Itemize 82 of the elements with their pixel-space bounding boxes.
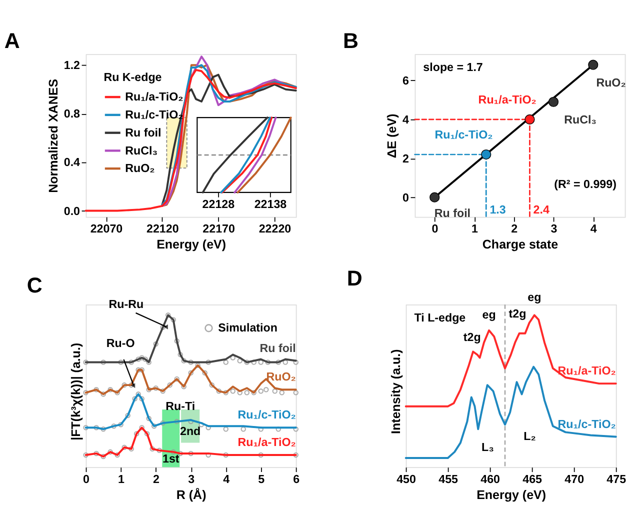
band-label: 1st bbox=[162, 452, 180, 466]
y-tick-label: 0.4 bbox=[64, 156, 81, 170]
x-tick-label: 455 bbox=[438, 472, 459, 486]
x-tick-label: 4 bbox=[223, 472, 230, 486]
series-label: Ru foil bbox=[260, 342, 296, 355]
band-label: 2nd bbox=[180, 424, 201, 438]
annotation: Ru-O bbox=[106, 336, 135, 350]
x-axis-title: R (Å) bbox=[176, 486, 206, 502]
x-tick-label: 22170 bbox=[202, 222, 235, 236]
chart-title: B bbox=[343, 28, 359, 53]
x-tick-label: 3 bbox=[550, 222, 558, 236]
legend-label: RuO₂ bbox=[125, 162, 155, 176]
x-axis-title: Energy (eV) bbox=[156, 238, 226, 252]
series-label: RuCl₃ bbox=[564, 113, 597, 126]
legend-label: Ru foil bbox=[125, 126, 162, 140]
series-label: RuO₂ bbox=[266, 370, 296, 384]
y-tick-label: 6 bbox=[402, 74, 410, 88]
x-tick-label: 4 bbox=[590, 222, 598, 236]
x-tick-label: 0 bbox=[83, 472, 90, 486]
legend-label: Ru₁/a-TiO₂ bbox=[125, 90, 184, 104]
series-label: Ru foil bbox=[434, 207, 471, 220]
x-tick-label: 22120 bbox=[146, 222, 179, 236]
legend-title: Ru K-edge bbox=[104, 70, 162, 84]
x-tick-label: 2 bbox=[153, 472, 160, 486]
x-tick-label: 22128 bbox=[202, 198, 236, 212]
x-tick-label: 0 bbox=[432, 222, 438, 236]
annotation: Ru-Ti bbox=[166, 400, 196, 413]
series-label: RuO₂ bbox=[596, 76, 626, 90]
annotation: t2g bbox=[508, 307, 526, 320]
annotation: 2.4 bbox=[533, 203, 550, 216]
series-label: Ru₁/a-TiO₂ bbox=[558, 364, 616, 378]
annotation: Ti L-edge bbox=[414, 312, 466, 325]
x-tick-label: 22070 bbox=[90, 222, 123, 236]
x-tick-label: 5 bbox=[258, 472, 266, 486]
legend-label: RuCl₃ bbox=[125, 144, 158, 158]
y-tick-label: 0.8 bbox=[64, 108, 81, 121]
annotation: eg bbox=[482, 308, 496, 322]
chart-title: D bbox=[346, 266, 362, 291]
point bbox=[524, 114, 535, 124]
point bbox=[548, 96, 559, 107]
series-label: Ru₁/c-TiO₂ bbox=[558, 418, 616, 431]
annotation: eg bbox=[528, 290, 542, 304]
chart-title: C bbox=[26, 274, 42, 298]
point bbox=[430, 192, 440, 202]
line-series bbox=[84, 68, 297, 212]
series-label: Ru₁/a-TiO₂ bbox=[478, 93, 536, 106]
y-axis-title: |FT(k³χ(k))| (a.u.) bbox=[69, 342, 84, 440]
annotation: L₃ bbox=[482, 441, 494, 454]
x-tick-label: 6 bbox=[293, 472, 300, 486]
y-axis-title: Intensity (a.u.) bbox=[389, 349, 404, 434]
annotation: (R² = 0.999) bbox=[554, 178, 617, 192]
x-tick-label: 3 bbox=[188, 472, 196, 486]
x-tick-label: 1 bbox=[118, 472, 126, 486]
point bbox=[481, 149, 492, 160]
series-label: Ru₁/a-TiO₂ bbox=[238, 436, 296, 450]
x-tick-label: 450 bbox=[396, 472, 416, 486]
x-tick-label: 470 bbox=[564, 472, 584, 486]
annotation: t2g bbox=[463, 330, 481, 344]
annotation: 1.3 bbox=[490, 203, 506, 216]
annotation: slope = 1.7 bbox=[423, 61, 483, 74]
y-tick-label: 0.0 bbox=[64, 204, 80, 218]
x-axis-title: Energy (eV) bbox=[476, 488, 546, 502]
y-tick-label: 1.2 bbox=[64, 59, 80, 72]
x-axis-title: Charge state bbox=[482, 238, 558, 252]
legend-label: Simulation bbox=[218, 322, 278, 335]
x-tick-label: 22138 bbox=[254, 198, 288, 212]
y-tick-label: 2 bbox=[402, 152, 409, 166]
y-axis-title: ΔE (eV) bbox=[385, 114, 400, 158]
x-tick-label: 460 bbox=[480, 472, 500, 486]
point bbox=[588, 60, 598, 70]
chart-title: A bbox=[4, 28, 20, 53]
x-tick-label: 1 bbox=[471, 222, 478, 236]
series-label: Ru₁/c-TiO₂ bbox=[238, 408, 296, 422]
annotation: Ru-Ru bbox=[108, 298, 144, 311]
annotation: L₂ bbox=[524, 430, 536, 443]
x-tick-label: 465 bbox=[522, 472, 543, 486]
x-tick-label: 475 bbox=[606, 472, 627, 486]
y-tick-label: 4 bbox=[402, 113, 410, 126]
x-tick-label: 2 bbox=[511, 222, 518, 236]
y-axis-title: Normalized XANES bbox=[46, 78, 61, 193]
series-label: Ru₁/c-TiO₂ bbox=[434, 128, 493, 142]
x-tick-label: 22220 bbox=[258, 222, 292, 236]
